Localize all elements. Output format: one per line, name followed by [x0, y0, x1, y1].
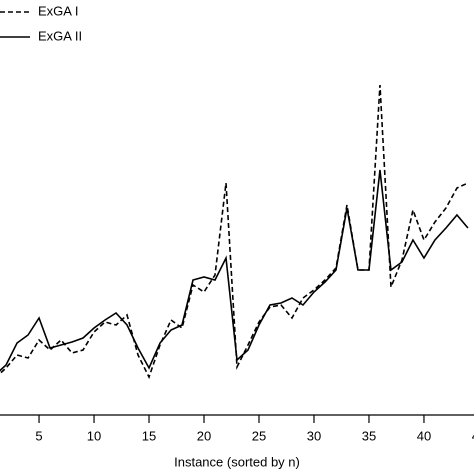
- legend-label: ExGA II: [38, 28, 82, 43]
- x-tick-label: 30: [307, 428, 321, 443]
- x-axis-label: Instance (sorted by n): [174, 454, 300, 469]
- x-tick-label: 5: [35, 428, 42, 443]
- x-tick-label: 40: [417, 428, 431, 443]
- line-series: [0, 169, 469, 372]
- x-tick-label: 20: [197, 428, 211, 443]
- x-tick-label: 10: [87, 428, 101, 443]
- x-tick-label: 25: [252, 428, 266, 443]
- x-tick-label: 15: [142, 428, 156, 443]
- x-tick-label: 45: [472, 428, 474, 443]
- legend-label: ExGA I: [38, 3, 78, 18]
- x-tick-label: 35: [362, 428, 376, 443]
